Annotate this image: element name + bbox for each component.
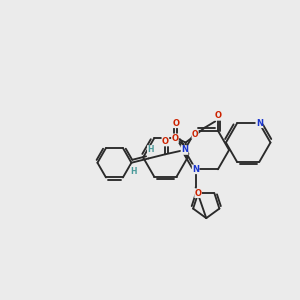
Text: O: O: [173, 119, 180, 128]
Text: N: N: [192, 165, 199, 174]
Text: H: H: [130, 167, 137, 176]
Text: O: O: [162, 137, 169, 146]
Text: O: O: [214, 111, 221, 120]
Text: O: O: [195, 189, 202, 198]
Text: O: O: [171, 134, 178, 143]
Text: N: N: [256, 119, 263, 128]
Text: H: H: [147, 146, 154, 154]
Text: O: O: [192, 130, 198, 139]
Text: N: N: [181, 146, 188, 154]
